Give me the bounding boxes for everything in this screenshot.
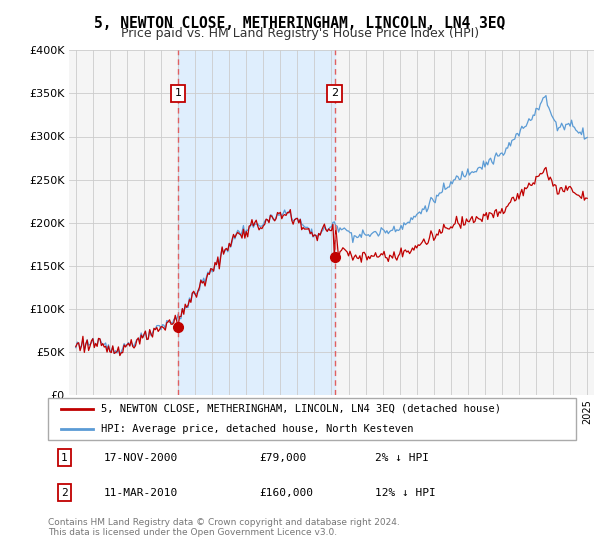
Text: 2% ↓ HPI: 2% ↓ HPI	[376, 453, 430, 463]
Text: 11-MAR-2010: 11-MAR-2010	[103, 488, 178, 498]
FancyBboxPatch shape	[48, 398, 576, 440]
Text: Contains HM Land Registry data © Crown copyright and database right 2024.
This d: Contains HM Land Registry data © Crown c…	[48, 518, 400, 538]
Text: 1: 1	[175, 88, 182, 99]
Text: 5, NEWTON CLOSE, METHERINGHAM, LINCOLN, LN4 3EQ (detached house): 5, NEWTON CLOSE, METHERINGHAM, LINCOLN, …	[101, 404, 501, 413]
Text: £79,000: £79,000	[259, 453, 307, 463]
Text: HPI: Average price, detached house, North Kesteven: HPI: Average price, detached house, Nort…	[101, 424, 413, 434]
Text: 2: 2	[331, 88, 338, 99]
Text: 12% ↓ HPI: 12% ↓ HPI	[376, 488, 436, 498]
Text: 17-NOV-2000: 17-NOV-2000	[103, 453, 178, 463]
Text: £160,000: £160,000	[259, 488, 313, 498]
Bar	[178, 50, 335, 395]
Text: 2: 2	[61, 488, 68, 498]
Text: 1: 1	[61, 453, 68, 463]
Text: Price paid vs. HM Land Registry's House Price Index (HPI): Price paid vs. HM Land Registry's House …	[121, 27, 479, 40]
Text: 5, NEWTON CLOSE, METHERINGHAM, LINCOLN, LN4 3EQ: 5, NEWTON CLOSE, METHERINGHAM, LINCOLN, …	[94, 16, 506, 31]
